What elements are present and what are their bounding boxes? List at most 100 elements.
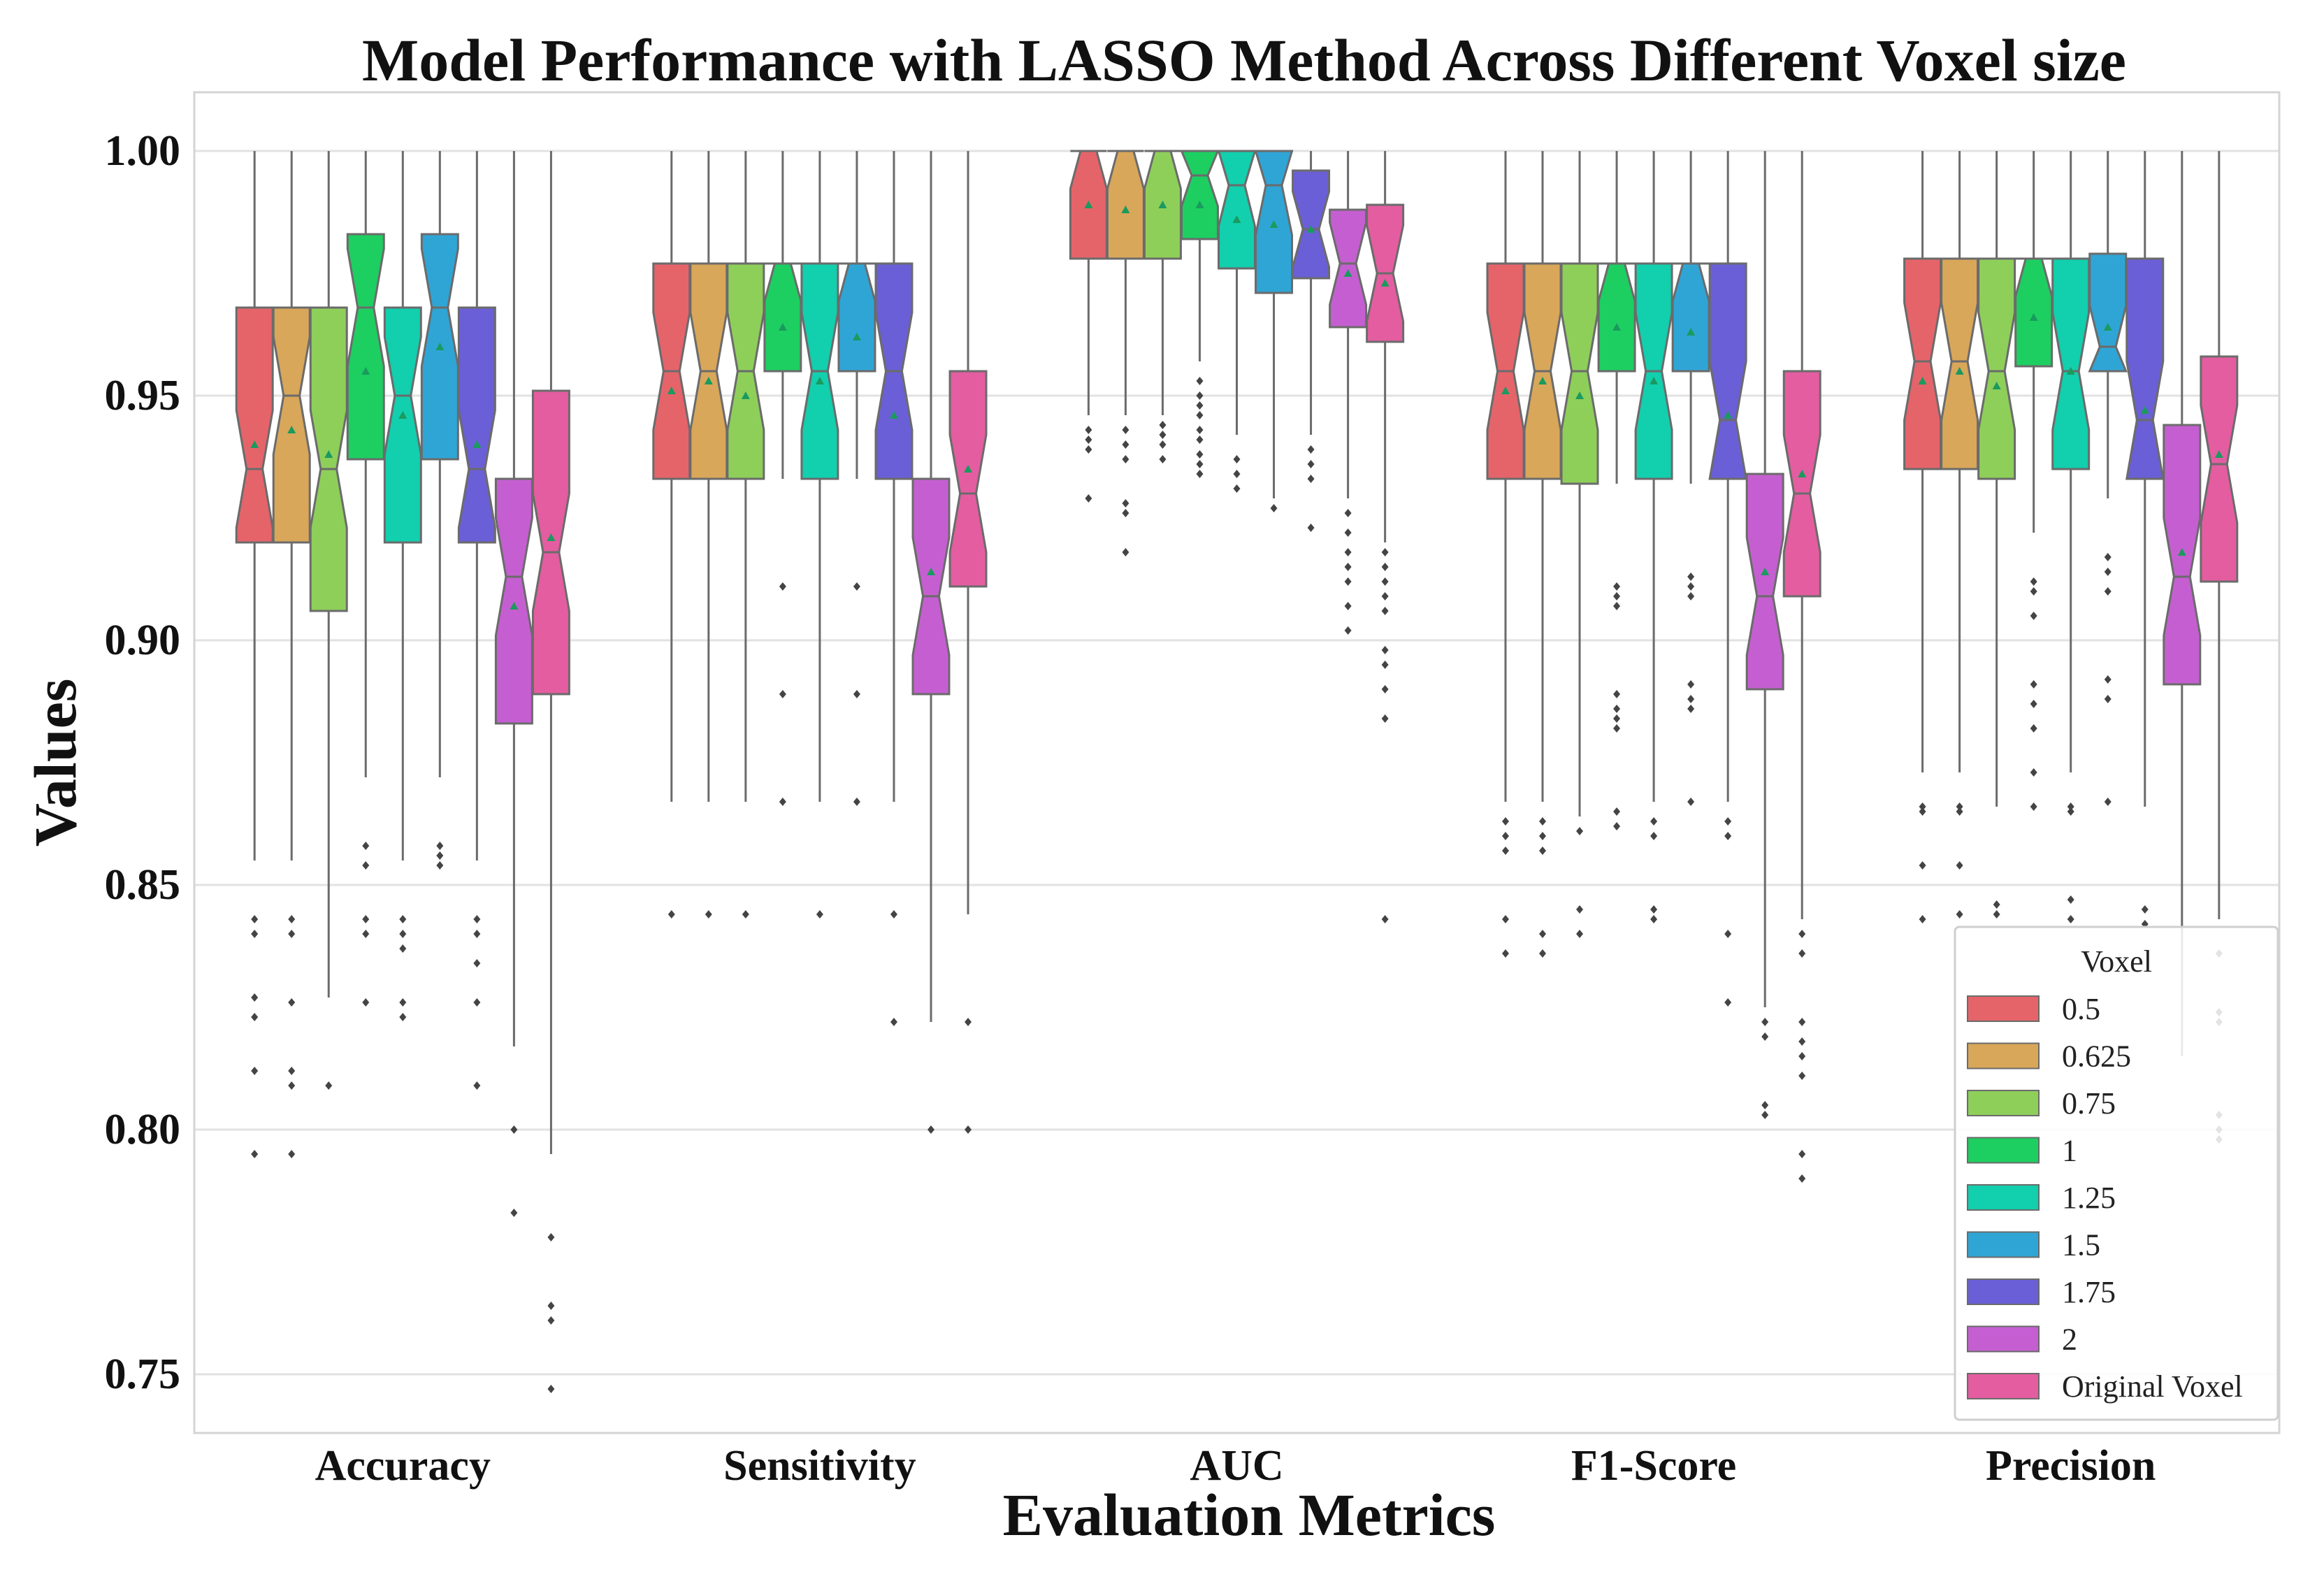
mean-marker [2214,450,2223,458]
legend-label: 0.75 [2062,1086,2116,1121]
mean-marker [1798,470,1807,477]
outlier-point [1085,445,1092,454]
outlier-point [473,959,481,967]
outlier-point [1196,450,1204,459]
outlier-point [362,998,370,1007]
outlier-point [2104,675,2112,684]
outlier-point [1956,802,1963,811]
legend-swatch [1967,995,2040,1022]
outlier-point [2104,695,2112,703]
outlier-point [251,930,259,938]
outlier-point [251,915,259,923]
mean-marker [435,343,445,350]
outlier-point [853,798,860,806]
box-original-voxel-auc [1366,151,1405,923]
outlier-point [1761,1018,1769,1026]
outlier-point [1307,445,1315,454]
legend-label: 1.75 [2062,1275,2116,1309]
box-1-auc [1180,150,1220,478]
legend-label: 1.25 [2062,1181,2116,1215]
box-body [346,233,385,461]
outlier-point [1798,1150,1806,1158]
outlier-point [1798,930,1806,938]
outlier-point [2067,915,2074,923]
box-body [2200,355,2239,583]
legend-label: Original Voxel [2062,1369,2243,1404]
box-1.5-accuracy [420,151,459,870]
mean-marker [815,377,824,384]
y-tick-label: 0.85 [105,861,181,909]
mean-marker [1501,387,1510,394]
outlier-point [399,915,407,923]
box-original-voxel-f1-score [1782,151,1821,1183]
outlier-point [853,690,860,698]
outlier-point [2067,895,2074,904]
box-body [1671,262,1710,373]
outlier-point [251,993,259,1002]
outlier-point [1956,910,1963,919]
outlier-point [1196,391,1204,400]
outlier-point [288,1067,296,1075]
outlier-point [2104,568,2112,576]
outlier-point [1233,484,1241,493]
outlier-point [1613,714,1621,723]
outlier-point [1687,798,1695,806]
y-tick-label: 0.90 [105,617,181,664]
outlier-point [927,1125,934,1134]
legend-swatch [1967,1090,2040,1116]
outlier-point [1381,646,1389,654]
outlier-point [1919,861,1926,870]
box-body [1292,169,1331,280]
outlier-point [1344,563,1352,571]
box-1-f1-score [1597,151,1636,830]
outlier-point [1761,1101,1769,1109]
outlier-point [1956,807,1963,816]
outlier-point [1724,832,1732,840]
x-tick-label: Sensitivity [723,1442,916,1490]
y-tick-label: 0.95 [105,372,181,419]
mean-marker [741,391,750,399]
outlier-point [1687,705,1695,713]
outlier-point [1613,592,1621,600]
box-body [2014,257,2054,368]
outlier-point [1122,509,1129,517]
outlier-point [473,930,481,938]
outlier-point [1122,426,1129,434]
outlier-point [779,582,786,591]
outlier-point [1724,817,1732,826]
outlier-point [1613,690,1621,698]
mean-marker [1761,568,1770,575]
box-body [1560,262,1599,485]
outlier-point [1687,572,1695,581]
outlier-point [1307,524,1315,532]
legend-label: 1 [2062,1134,2077,1168]
mean-marker [510,602,519,610]
outlier-point [399,1013,407,1021]
box-body [2125,257,2165,480]
y-tick-labels: 0.75 0.80 0.85 0.90 0.95 1.00 [105,127,181,1398]
x-tick-label: AUC [1190,1442,1283,1490]
mean-marker [1918,377,1927,384]
outlier-point [1539,832,1547,840]
outlier-point [510,1209,518,1217]
outlier-point [1344,528,1352,537]
outlier-point [1919,802,1926,811]
box-body [1597,262,1636,373]
box-1.25-accuracy [383,151,422,1021]
outlier-point [1539,817,1547,826]
outlier-point [1196,435,1204,444]
box-body [383,306,422,544]
outlier-point [1344,548,1352,556]
outlier-point [1085,435,1092,444]
outlier-point [2030,802,2037,811]
outlier-point [1650,832,1658,840]
mean-marker [2029,313,2038,321]
outlier-point [1233,455,1241,463]
outlier-point [1576,905,1584,914]
box-body [457,306,496,544]
outlier-point [1122,499,1129,507]
box-0.625-sensitivity [689,151,728,919]
outlier-point [1650,915,1658,923]
mean-marker [1121,206,1130,213]
legend-label: 0.625 [2062,1039,2131,1074]
